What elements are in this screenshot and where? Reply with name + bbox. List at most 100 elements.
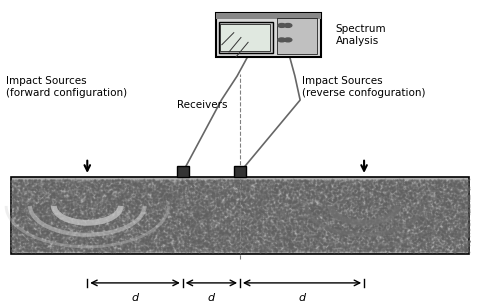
Point (193, 244, 201, 249)
Point (175, 245, 183, 250)
Point (154, 209, 162, 214)
Point (87, 241, 95, 246)
Point (93, 212, 100, 217)
Point (146, 204, 154, 209)
Point (417, 238, 425, 243)
Point (400, 227, 408, 232)
Point (241, 199, 249, 203)
Point (230, 180, 238, 185)
Point (427, 215, 435, 220)
Point (404, 240, 411, 245)
Point (271, 244, 278, 249)
Point (105, 177, 113, 182)
Point (320, 183, 327, 188)
Point (271, 239, 278, 244)
Point (165, 218, 172, 223)
Point (174, 201, 182, 206)
Point (173, 195, 180, 200)
Point (419, 206, 426, 211)
Point (19, 207, 26, 212)
Point (261, 210, 268, 215)
Text: Receivers: Receivers (177, 100, 227, 110)
Point (293, 186, 300, 191)
Point (390, 220, 398, 225)
Point (144, 214, 151, 219)
Point (80, 236, 88, 241)
Point (274, 208, 281, 213)
Point (307, 226, 314, 231)
Point (137, 232, 144, 237)
Point (29, 182, 36, 187)
Point (260, 200, 268, 204)
Point (69, 185, 77, 190)
Point (155, 229, 162, 234)
Point (42, 184, 50, 189)
Point (216, 225, 224, 230)
Point (217, 182, 225, 187)
Point (96, 201, 103, 206)
Point (456, 247, 464, 252)
Point (372, 196, 380, 201)
Point (59, 207, 66, 212)
Point (104, 204, 111, 209)
Point (100, 197, 108, 202)
Point (67, 181, 74, 185)
Point (302, 218, 310, 222)
Point (156, 215, 164, 220)
Point (10, 231, 17, 236)
Point (290, 179, 298, 184)
Point (242, 198, 250, 203)
Point (383, 184, 391, 189)
Point (99, 187, 107, 192)
Point (190, 248, 198, 253)
Point (38, 230, 46, 235)
Point (435, 235, 443, 240)
Point (53, 218, 61, 222)
Point (259, 202, 266, 207)
Point (420, 206, 428, 211)
Point (286, 203, 294, 208)
Point (153, 197, 160, 202)
Point (64, 229, 72, 234)
Point (76, 182, 84, 187)
Point (354, 210, 362, 215)
Point (455, 224, 462, 229)
Point (458, 219, 466, 224)
Point (258, 187, 266, 192)
Point (108, 207, 116, 212)
Point (245, 235, 252, 240)
Point (11, 241, 18, 246)
Point (28, 231, 36, 236)
Point (259, 183, 266, 188)
Point (207, 186, 215, 191)
Point (258, 186, 266, 191)
Point (412, 215, 420, 220)
Point (223, 227, 230, 232)
Point (317, 213, 324, 218)
Point (260, 217, 268, 222)
Point (173, 199, 181, 203)
Point (125, 184, 133, 188)
Point (342, 220, 350, 225)
Point (344, 237, 352, 242)
Point (164, 220, 171, 225)
Point (147, 190, 155, 195)
Point (359, 204, 367, 209)
Point (85, 203, 93, 208)
Point (180, 244, 188, 248)
Point (104, 182, 112, 187)
Point (372, 228, 380, 233)
Point (460, 218, 468, 223)
Point (200, 225, 208, 230)
Point (99, 216, 107, 221)
Point (365, 187, 373, 192)
Point (311, 221, 318, 226)
Point (436, 233, 444, 238)
Point (59, 239, 66, 244)
Point (239, 206, 247, 211)
Point (82, 201, 89, 206)
Point (253, 185, 261, 189)
Point (252, 210, 260, 215)
Point (292, 222, 300, 227)
Point (187, 202, 194, 207)
